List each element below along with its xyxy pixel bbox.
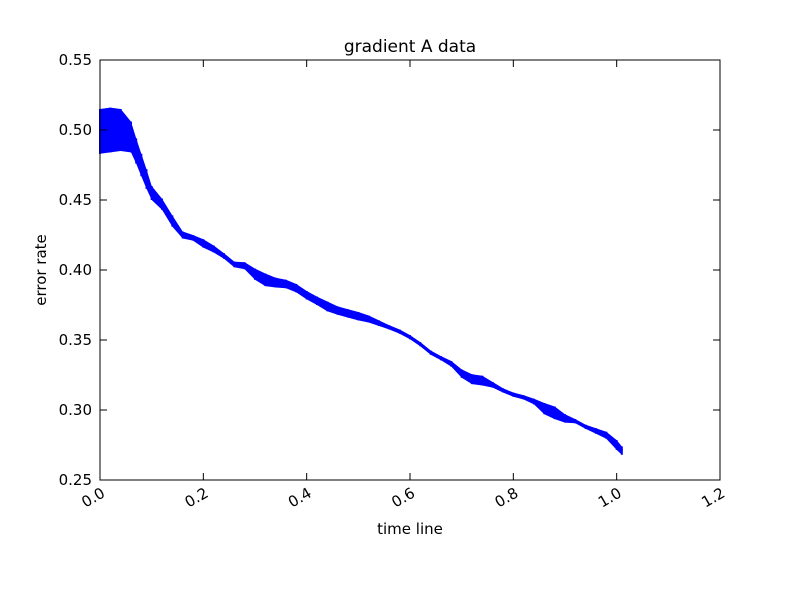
y-tick-label: 0.50 [59,121,92,139]
series-line [99,128,623,452]
y-tick-label: 0.35 [59,331,92,349]
y-tick-label: 0.40 [59,261,92,279]
x-axis: 0.0 0.2 0.4 0.6 0.8 1.0 1.2 [78,60,728,511]
y-tick-label: 0.55 [59,51,92,69]
y-tick-label: 0.45 [59,191,92,209]
x-tick-label: 0.6 [388,484,418,512]
y-tick-label: 0.25 [59,471,92,489]
x-axis-label: time line [377,520,443,538]
x-tick-label: 0.4 [285,484,315,512]
series-band [100,107,622,455]
x-tick-label: 1.2 [698,484,728,512]
plot-frame [99,59,721,481]
y-tick-label: 0.30 [59,401,92,419]
chart-title: gradient A data [344,37,476,57]
x-tick-label: 1.0 [595,484,625,512]
y-axis: 0.25 0.30 0.35 0.40 0.45 0.50 0.55 [59,51,720,489]
x-tick-label: 0.8 [492,484,522,512]
y-axis-label: error rate [32,234,50,306]
x-tick-label: 0.2 [182,484,212,512]
plot-area [99,107,623,455]
